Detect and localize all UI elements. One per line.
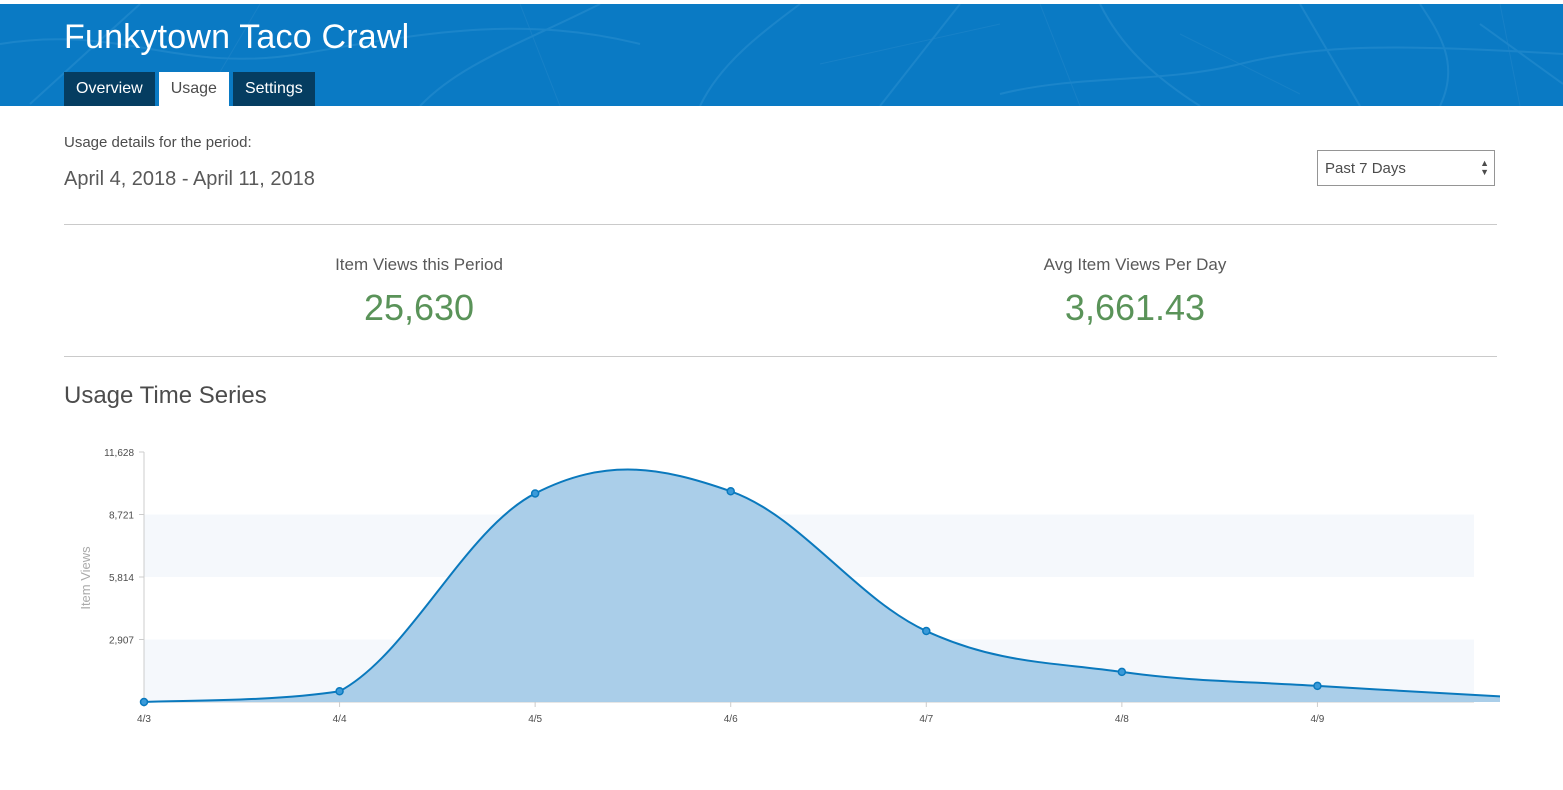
select-arrows-icon: ▲ ▼ — [1480, 158, 1489, 177]
data-point — [530, 489, 540, 498]
x-tick-label: 4/7 — [919, 714, 933, 725]
map-background — [0, 4, 1563, 106]
y-axis-title: Item Views — [78, 546, 93, 610]
period-range: April 4, 2018 - April 11, 2018 — [64, 168, 315, 190]
usage-chart: 11,628 8,721 5,814 2,907 4/3 4/4 4/5 4/6 4/7 4/8… — [78, 448, 1500, 725]
area-fill — [144, 469, 1500, 702]
x-tick-label: 4/4 — [333, 714, 347, 725]
data-point — [139, 697, 149, 707]
avg-label: Avg Item Views Per Day — [1043, 255, 1227, 274]
section-title: Usage Time Series — [64, 382, 267, 409]
tab-settings[interactable]: Settings — [232, 72, 315, 106]
app-title: Funkytown Taco Crawl — [64, 18, 410, 56]
avg-value: 3,661.43 — [1064, 287, 1206, 328]
data-point — [922, 626, 931, 636]
y-tick-label: 11,628 — [104, 448, 134, 459]
avg-stat: Avg Item Views Per Day 3,661.43 — [986, 255, 1284, 329]
x-tick-label: 4/5 — [528, 714, 542, 725]
top-strip — [0, 0, 1563, 4]
y-tick-label: 8,721 — [109, 511, 134, 522]
divider-top — [64, 224, 1497, 225]
x-tick-label: 4/8 — [1115, 714, 1129, 725]
x-tick-label: 4/9 — [1310, 714, 1324, 725]
tab-overview[interactable]: Overview — [64, 72, 155, 106]
y-tick-label: 5,814 — [109, 573, 134, 584]
y-tick-label: 2,907 — [109, 636, 134, 647]
x-tick-labels: 4/34/44/54/64/74/84/94/10 — [137, 714, 1325, 725]
views-label: Item Views this Period — [335, 255, 503, 274]
y-tick-labels: 11,628 8,721 5,814 2,907 — [104, 448, 134, 647]
tab-usage[interactable]: Usage — [158, 72, 229, 106]
tab-bar: Overview Usage Settings — [64, 72, 315, 106]
views-stat: Item Views this Period 25,630 — [270, 255, 568, 329]
data-point — [1313, 681, 1322, 691]
data-point — [1117, 667, 1127, 677]
period-select-value: Past 7 Days — [1325, 160, 1406, 177]
data-point — [726, 487, 735, 496]
series-line — [143, 468, 1500, 703]
data-points — [139, 487, 1322, 707]
x-tick-label: 4/3 — [137, 714, 151, 725]
views-value: 25,630 — [363, 287, 475, 328]
header-banner: Funkytown Taco Crawl Overview Usage Sett… — [0, 4, 1563, 106]
period-select[interactable]: Past 7 Days ▲ ▼ — [1317, 150, 1495, 186]
period-label: Usage details for the period: — [64, 134, 252, 151]
data-point — [335, 687, 344, 696]
divider-bottom — [64, 356, 1497, 357]
x-tick-label: 4/6 — [724, 714, 738, 725]
